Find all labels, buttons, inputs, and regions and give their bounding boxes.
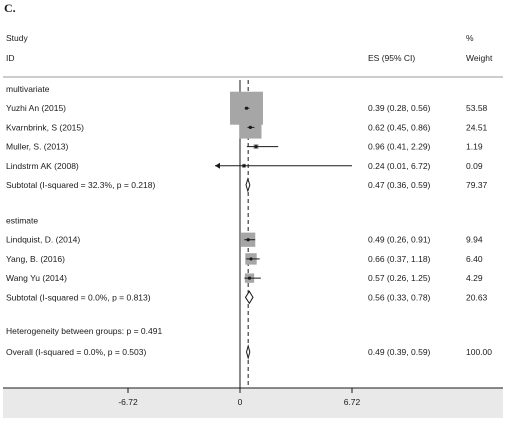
study-es-ci: 0.49 (0.26, 0.91) — [368, 235, 431, 245]
study-weight: 24.51 — [466, 122, 488, 132]
subtotal-es-ci: 0.47 (0.36, 0.59) — [368, 180, 431, 190]
study-point — [248, 125, 252, 129]
group-label: estimate — [6, 216, 38, 226]
x-tick-label: -6.72 — [118, 397, 138, 407]
study-weight: 1.19 — [466, 142, 483, 152]
study-weight: 9.94 — [466, 235, 483, 245]
axis-band — [3, 388, 503, 418]
overall-es-ci: 0.49 (0.39, 0.59) — [368, 347, 431, 357]
study-ci-arrow — [215, 162, 220, 169]
subtotal-diamond — [244, 290, 254, 305]
study-weight: 4.29 — [466, 273, 483, 283]
header-percent: % — [466, 33, 474, 43]
x-tick-label: 6.72 — [344, 397, 361, 407]
study-weight: 6.40 — [466, 254, 483, 264]
study-es-ci: 0.96 (0.41, 2.29) — [368, 142, 431, 152]
study-label: Kvarnbrink, S (2015) — [6, 122, 84, 132]
subtotal-label: Subtotal (I-squared = 0.0%, p = 0.813) — [6, 292, 151, 302]
study-weight: 53.58 — [466, 103, 488, 113]
group-label: multivariate — [6, 84, 50, 94]
panel-label: C. — [4, 1, 16, 15]
study-point — [244, 106, 249, 110]
study-label: Muller, S. (2013) — [6, 142, 69, 152]
study-point — [242, 164, 246, 168]
subtotal-weight: 20.63 — [466, 292, 488, 302]
study-point — [249, 257, 253, 261]
study-label: Yang, B. (2016) — [6, 254, 65, 264]
overall-diamond — [245, 344, 251, 360]
header-study: Study — [6, 33, 28, 43]
study-es-ci: 0.62 (0.45, 0.86) — [368, 122, 431, 132]
subtotal-es-ci: 0.56 (0.33, 0.78) — [368, 292, 431, 302]
study-point — [254, 145, 258, 149]
heterogeneity-label: Heterogeneity between groups: p = 0.491 — [6, 326, 162, 336]
study-label: Lindquist, D. (2014) — [6, 235, 80, 245]
overall-label: Overall (I-squared = 0.0%, p = 0.503) — [6, 347, 146, 357]
subtotal-diamond — [245, 177, 251, 193]
x-tick-label: 0 — [238, 397, 243, 407]
study-es-ci: 0.57 (0.26, 1.25) — [368, 273, 431, 283]
study-point — [247, 276, 252, 280]
study-es-ci: 0.66 (0.37, 1.18) — [368, 254, 431, 264]
study-point — [246, 238, 250, 242]
study-weight: 0.09 — [466, 161, 483, 171]
subtotal-label: Subtotal (I-squared = 32.3%, p = 0.218) — [6, 180, 155, 190]
study-es-ci: 0.24 (0.01, 6.72) — [368, 161, 431, 171]
overall-weight: 100.00 — [466, 347, 492, 357]
study-es-ci: 0.39 (0.28, 0.56) — [368, 103, 431, 113]
study-label: Yuzhi An (2015) — [6, 103, 66, 113]
header-id: ID — [6, 53, 15, 63]
subtotal-weight: 79.37 — [466, 180, 488, 190]
header-weight: Weight — [466, 53, 493, 63]
header-es-ci: ES (95% CI) — [368, 53, 415, 63]
study-label: Wang Yu (2014) — [6, 273, 67, 283]
study-label: Lindstrm AK (2008) — [6, 161, 79, 171]
